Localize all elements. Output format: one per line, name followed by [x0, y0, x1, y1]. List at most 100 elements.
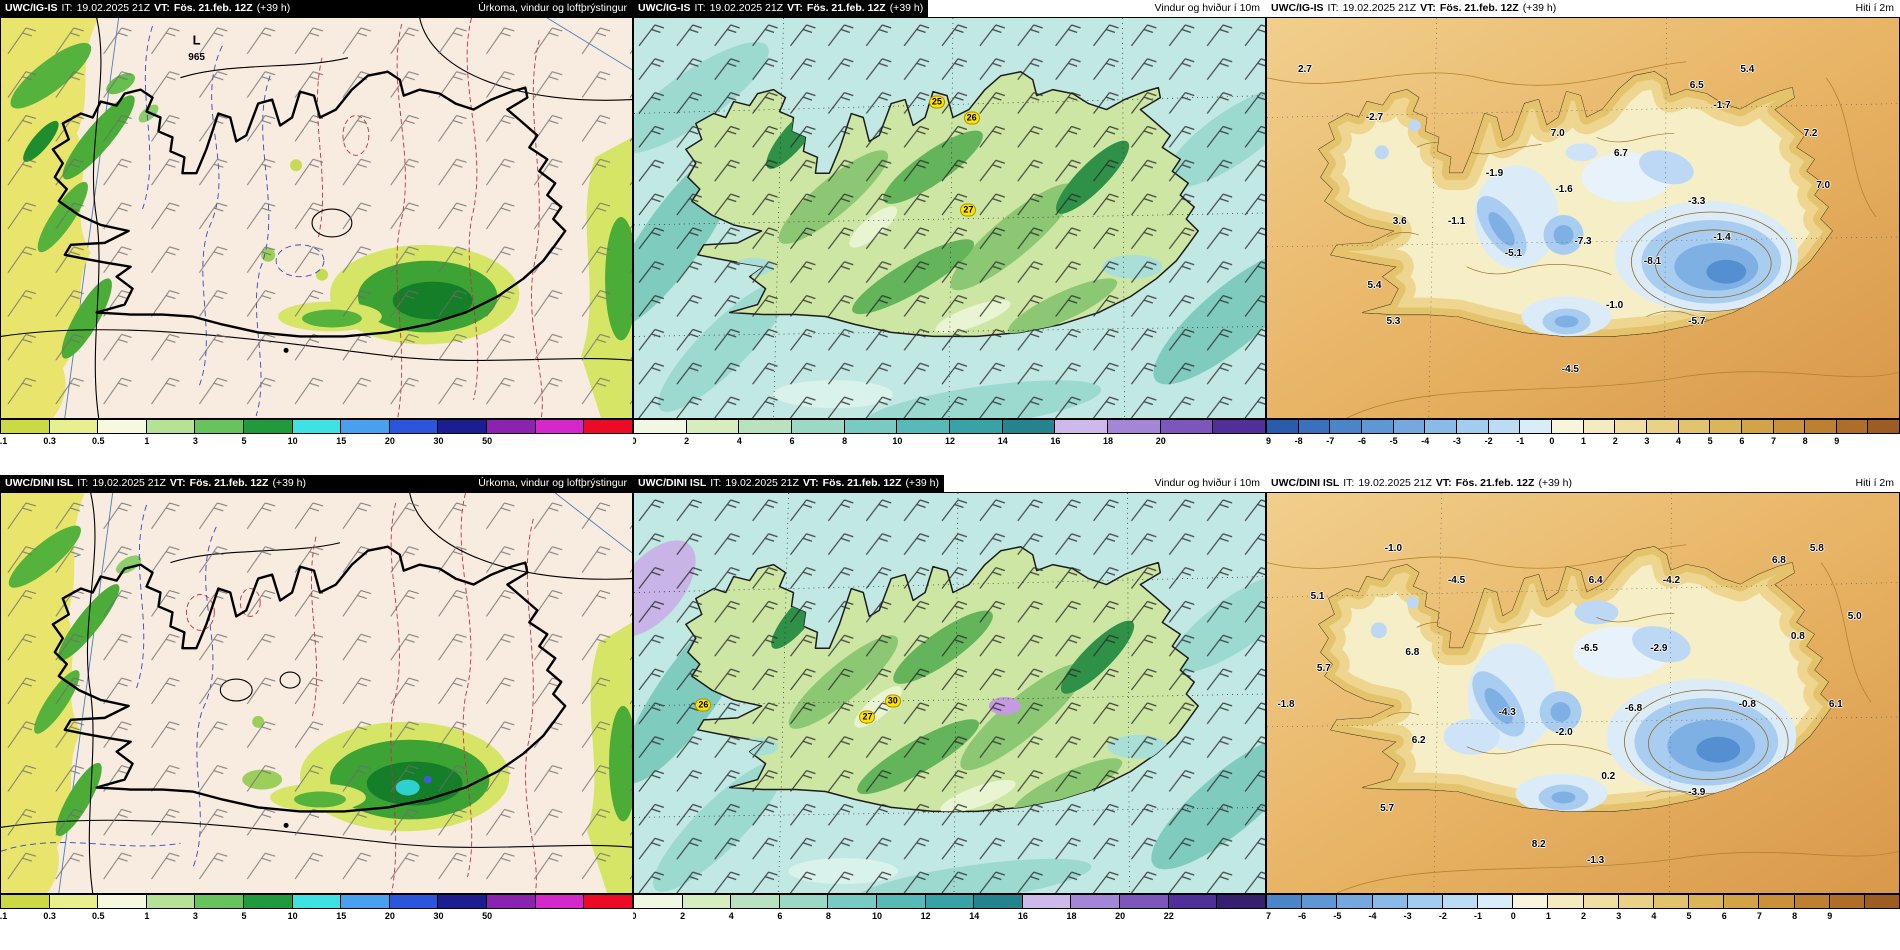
colorbar-cell — [535, 895, 585, 908]
panel-header: UWC/DINI ISL IT: 19.02.2025 21Z VT: Fös.… — [0, 475, 633, 492]
wind-barb-field — [1, 493, 632, 893]
temp-label: 5.7 — [1316, 663, 1331, 674]
gust-label: 26 — [695, 698, 712, 712]
colorbar-tick-label: 8 — [825, 911, 831, 921]
colorbar-cell: 5 — [242, 895, 293, 921]
colorbar-cell: -2 — [1485, 420, 1521, 446]
colorbar-tick-label: 5 — [1707, 436, 1713, 446]
temp-label: -1.1 — [1447, 216, 1466, 227]
temp-label: -6.8 — [1624, 703, 1643, 714]
colorbar-tick-label: 6 — [1739, 436, 1745, 446]
colorbar-tick-label: -7 — [1326, 436, 1335, 446]
temp-label: 6.5 — [1689, 80, 1704, 91]
temp-label: 5.7 — [1380, 803, 1395, 814]
colorbar-cell: 20 — [1156, 420, 1214, 446]
colorbar-tick-label: 18 — [1066, 911, 1077, 921]
panel-title: Úrkoma, vindur og loftþrýstingur — [478, 477, 627, 489]
temp-label: -2.7 — [1365, 112, 1384, 123]
colorbar-cell: 4 — [1651, 895, 1690, 921]
colorbar-tick-label: 4 — [1651, 911, 1657, 921]
panel-dini-temp: UWC/DINI ISL IT: 19.02.2025 21Z VT: Fös.… — [1266, 475, 1900, 950]
colorbar-tick-label: 6 — [1721, 911, 1727, 921]
panel-header: UWC/DINI ISL IT: 19.02.2025 21Z VT: Fös.… — [633, 475, 1266, 492]
colorbar-cell: 8 — [1803, 420, 1837, 446]
valid-time-offset: (+39 h) — [272, 477, 306, 489]
colorbar-cell: 9 — [1834, 420, 1869, 446]
panel-igis-wind: UWC/IG-IS IT: 19.02.2025 21Z VT: Fös. 21… — [633, 0, 1266, 475]
wind-barb-field — [634, 493, 1265, 893]
valid-time-offset: (+39 h) — [256, 2, 291, 14]
colorbar-cell: -3 — [1453, 420, 1489, 446]
colorbar-tick-label: 6 — [789, 436, 795, 446]
colorbar-tick-label: -6 — [1298, 911, 1307, 921]
colorbar-cell: 1 — [144, 895, 196, 921]
colorbar-cell: -6 — [1298, 895, 1338, 921]
colorbar-cell: 0 — [633, 895, 683, 921]
colorbar-tick-label: 4 — [728, 911, 734, 921]
colorbar-cell: 1 — [1581, 420, 1616, 446]
colorbar-tick-label: 10 — [287, 911, 298, 921]
annotation-layer: 26 27 30 — [634, 493, 1265, 893]
colorbar-tick-label: -3 — [1403, 911, 1412, 921]
colorbar-cell: -5 — [1333, 895, 1373, 921]
colorbar-tick-label: 20 — [384, 436, 395, 446]
colorbar-tick-label: 8 — [842, 436, 848, 446]
colorbar-tick-label: -4 — [1368, 911, 1377, 921]
colorbar-cell: 10 — [288, 420, 342, 446]
colorbar-tick-label: 1 — [1545, 911, 1551, 921]
colorbar-tick-label: 15 — [336, 911, 347, 921]
colorbar-tick-label: 16 — [1050, 436, 1061, 446]
colorbar-tick-label: 0 — [633, 436, 637, 446]
colorbar-cell: 4 — [737, 420, 793, 446]
colorbar-cell: 30 — [433, 420, 488, 446]
colorbar-cell: 20 — [385, 895, 439, 921]
colorbar-tick-label: 3 — [192, 436, 198, 446]
colorbar-cell: 7 — [1771, 420, 1806, 446]
colorbar-cell: 3 — [1616, 895, 1654, 921]
colorbar-cell: -7 — [1326, 420, 1362, 446]
init-time-label: IT: — [710, 477, 722, 489]
wind-map-art — [634, 493, 1265, 893]
init-time: 19.02.2025 21Z — [709, 2, 784, 14]
annotation-layer: 2.7 -2.7 7.0 6.5 5.4 -1.7 7.2 -1.9 -1.6 6.7 -3.3 7.… — [1267, 18, 1899, 418]
panel-igis-precip: UWC/IG-IS IT: 19.02.2025 21Z VT: Fös. 21… — [0, 0, 633, 475]
colorbar-tick-label: 1 — [1581, 436, 1587, 446]
colorbar-cell: 2 — [1613, 420, 1647, 446]
colorbar-tick-label: 4 — [736, 436, 742, 446]
colorbar-cell: 2 — [1581, 895, 1619, 921]
colorbar-tick-label: 9 — [1827, 911, 1833, 921]
colorbar-tick-label: 7 — [1770, 436, 1777, 446]
temp-label: 6.8 — [1405, 647, 1420, 658]
init-time: 19.02.2025 21Z — [1358, 477, 1432, 489]
colorbar-tick-label: 2 — [684, 436, 690, 446]
panel-dini-precip: UWC/DINI ISL IT: 19.02.2025 21Z VT: Fös.… — [0, 475, 633, 950]
temp-label: -2.0 — [1555, 727, 1573, 738]
temp-label: -1.4 — [1713, 232, 1731, 243]
colorbar-tick-label: 0.1 — [0, 911, 8, 921]
colorbar-tick-label: -7 — [1266, 911, 1272, 921]
colorbar-tick-label: 7 — [1756, 911, 1762, 921]
annotation-layer: L 965 — [1, 18, 632, 418]
colorbar-cell: -8 — [1295, 420, 1331, 446]
colorbar-tick-label: 5 — [1686, 911, 1692, 921]
colorbar-cell: 5 — [242, 420, 293, 446]
ocean-isotherms — [1267, 61, 1899, 418]
wind-colorbar: 0 2 4 6 8 10 12 14 16 18 20 22 — [633, 894, 1266, 921]
colorbar-tick-label: 2 — [1581, 911, 1587, 921]
init-time-label: IT: — [1343, 477, 1355, 489]
panel-title: Úrkoma, vindur og loftþrýstingur — [478, 2, 627, 14]
colorbar-tick-label: 3 — [1644, 436, 1650, 446]
colorbar-cell: 10 — [892, 420, 951, 446]
colorbar-tick-label: 3 — [192, 911, 198, 921]
colorbar-tick-label: 3 — [1616, 911, 1622, 921]
valid-time-label: VT: — [154, 2, 170, 14]
temp-label: -3.3 — [1688, 196, 1706, 207]
colorbar-cell: 50 — [482, 895, 536, 921]
colorbar-cell — [584, 420, 632, 433]
colorbar-cell: 22 — [1164, 895, 1218, 921]
colorbar-cell: 6 — [777, 895, 829, 921]
colorbar-cell: 0 — [633, 420, 687, 446]
colorbar-tick-label: 12 — [920, 911, 931, 921]
colorbar-cell: 15 — [336, 420, 390, 446]
valid-time-label: VT: — [1435, 477, 1452, 489]
